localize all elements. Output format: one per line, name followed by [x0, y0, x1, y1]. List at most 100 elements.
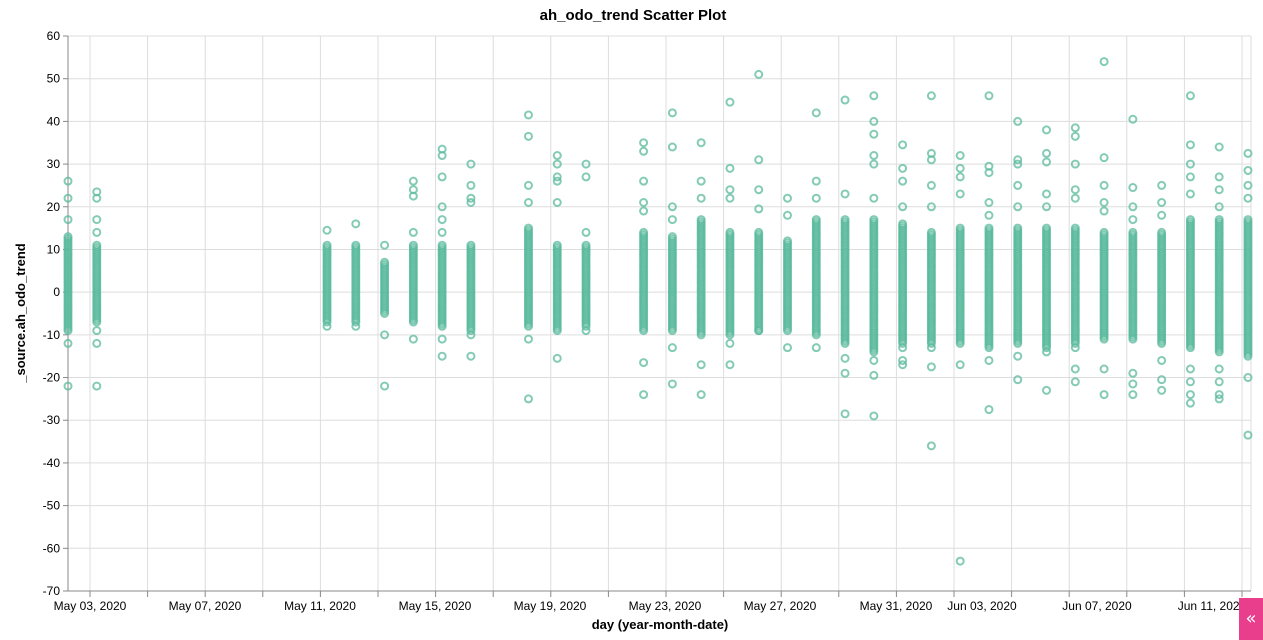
data-point — [63, 232, 73, 242]
data-point — [1214, 364, 1224, 374]
y-tick-label: 30 — [47, 157, 61, 171]
data-point — [696, 176, 706, 186]
data-point — [1243, 215, 1253, 225]
data-point — [1128, 379, 1138, 389]
data-point — [984, 355, 994, 365]
data-point — [408, 176, 418, 186]
data-point — [408, 240, 418, 250]
data-point — [1128, 202, 1138, 212]
data-point — [754, 69, 764, 79]
x-tick-label: May 31, 2020 — [860, 599, 933, 613]
data-point — [581, 326, 591, 336]
data-point — [667, 232, 677, 242]
data-point — [92, 240, 102, 250]
data-point — [1243, 373, 1253, 383]
data-point — [1042, 189, 1052, 199]
data-point — [1185, 398, 1195, 408]
collapse-panel-button[interactable]: « — [1239, 598, 1263, 640]
x-tick-label: Jun 07, 2020 — [1062, 599, 1132, 613]
data-point — [1214, 142, 1224, 152]
data-point — [754, 204, 764, 214]
data-point — [466, 193, 476, 203]
data-point — [667, 379, 677, 389]
data-point — [437, 351, 447, 361]
data-point — [380, 330, 390, 340]
data-point — [667, 343, 677, 353]
data-point — [639, 146, 649, 156]
data-point — [725, 227, 735, 237]
data-point — [466, 198, 476, 207]
data-point — [1185, 159, 1195, 169]
x-tick-label: May 19, 2020 — [514, 599, 587, 613]
x-tick-label: May 07, 2020 — [169, 599, 242, 613]
data-point — [984, 210, 994, 220]
data-point — [725, 163, 735, 173]
data-point — [754, 155, 764, 165]
data-point — [1099, 57, 1109, 67]
data-point — [1070, 131, 1080, 141]
data-point — [639, 358, 649, 368]
x-axis: May 03, 2020 May 07, 2020 May 11, 2020 May … — [54, 590, 1251, 613]
data-point — [898, 176, 908, 186]
data-point — [869, 193, 879, 203]
data-point — [552, 353, 562, 363]
x-tick-label: May 03, 2020 — [54, 599, 127, 613]
data-point — [1214, 390, 1224, 400]
data-point — [869, 159, 879, 169]
data-point — [581, 227, 591, 237]
data-point — [926, 227, 936, 237]
data-point — [840, 95, 850, 105]
x-tick-label: Jun 11, 2020 — [1178, 599, 1247, 613]
data-point — [811, 343, 821, 353]
data-point — [926, 202, 936, 212]
data-point — [1013, 180, 1023, 190]
double-chevron-left-icon: « — [1245, 608, 1257, 629]
data-point — [1157, 227, 1167, 237]
data-point — [92, 381, 102, 391]
y-tick-label: 60 — [47, 29, 61, 43]
data-point — [437, 151, 447, 161]
data-point — [581, 159, 591, 169]
data-point — [322, 321, 332, 331]
data-point — [1243, 193, 1253, 203]
y-tick-label: 10 — [47, 242, 61, 256]
data-point — [408, 227, 418, 237]
data-point — [639, 206, 649, 216]
data-point — [92, 326, 102, 336]
data-point — [466, 159, 476, 169]
data-point — [1214, 215, 1224, 225]
y-tick-label: -20 — [43, 371, 61, 385]
data-point — [869, 411, 879, 421]
data-point — [1128, 390, 1138, 400]
data-point — [1013, 155, 1023, 165]
data-point — [523, 110, 533, 120]
y-tick-label: -10 — [43, 328, 61, 342]
data-point — [725, 193, 735, 203]
data-point — [725, 97, 735, 107]
data-point — [1243, 180, 1253, 190]
data-point — [783, 193, 792, 203]
data-point — [322, 225, 332, 235]
data-point — [926, 155, 936, 165]
y-tick-label: -50 — [43, 499, 61, 513]
data-point — [1099, 227, 1109, 237]
data-point — [1185, 140, 1195, 150]
data-point — [1013, 159, 1023, 169]
data-point — [955, 189, 965, 199]
data-point — [92, 227, 102, 237]
y-axis-label: _source.ah_odo_trend — [13, 243, 28, 383]
data-point — [984, 91, 994, 101]
data-point — [1185, 189, 1195, 199]
data-point — [1070, 123, 1080, 133]
data-point — [63, 176, 73, 186]
data-point — [1128, 215, 1138, 225]
data-point — [811, 108, 821, 118]
data-point — [696, 390, 706, 400]
data-point — [1099, 390, 1109, 400]
data-point — [1185, 172, 1195, 182]
data-point — [984, 223, 994, 233]
x-tick-label: May 23, 2020 — [629, 599, 702, 613]
data-point — [552, 172, 562, 182]
y-tick-label: 40 — [47, 114, 61, 128]
data-point — [898, 219, 908, 229]
